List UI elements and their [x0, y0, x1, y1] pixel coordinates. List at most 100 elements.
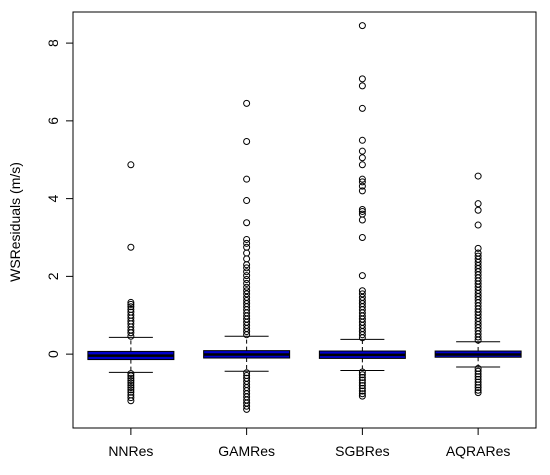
outlier-point: [243, 283, 251, 291]
x-tick-label: NNRes: [108, 443, 153, 459]
outlier-point: [243, 255, 251, 263]
outlier-point: [127, 394, 135, 402]
y-tick-label: 4: [45, 195, 61, 203]
outlier-point: [358, 290, 366, 298]
outlier-point: [358, 287, 366, 295]
outlier-point: [243, 293, 251, 301]
outlier-point: [358, 75, 366, 83]
outlier-point: [243, 264, 251, 272]
outlier-point: [127, 388, 135, 396]
outlier-point: [127, 300, 135, 308]
outlier-point: [358, 207, 366, 215]
outlier-point: [127, 374, 135, 382]
outlier-point: [127, 308, 135, 316]
outlier-point: [358, 178, 366, 186]
outlier-point: [358, 136, 366, 144]
outlier-point: [243, 290, 251, 298]
outlier-point: [358, 216, 366, 224]
outlier-point: [358, 368, 366, 376]
outlier-point: [243, 197, 251, 205]
outlier-point: [243, 249, 251, 257]
outlier-point: [127, 386, 135, 394]
outlier-point: [358, 104, 366, 112]
outlier-point: [127, 243, 135, 251]
outlier-point: [358, 371, 366, 379]
outlier-point: [243, 175, 251, 183]
outlier-point: [358, 390, 366, 398]
box-SGBRes: [318, 22, 406, 400]
y-tick-label: 6: [45, 117, 61, 125]
outlier-point: [474, 381, 482, 389]
outlier-point: [358, 22, 366, 30]
outlier-point: [243, 219, 251, 227]
outlier-point: [474, 389, 482, 397]
outlier-point: [474, 249, 482, 257]
outlier-point: [358, 206, 366, 214]
outlier-point: [474, 221, 482, 229]
outlier-point: [474, 252, 482, 260]
outlier-point: [474, 384, 482, 392]
y-tick-label: 0: [45, 350, 61, 358]
box-GAMRes: [203, 99, 291, 413]
outlier-point: [358, 379, 366, 387]
outlier-point: [243, 268, 251, 276]
x-tick-label: AQRARes: [446, 443, 511, 459]
outlier-point: [474, 370, 482, 378]
outlier-point: [474, 200, 482, 208]
outlier-point: [243, 235, 251, 243]
outlier-point: [358, 187, 366, 195]
x-axis: NNRes GAMRes SGBRes AQRARes: [108, 428, 510, 459]
outlier-point: [243, 287, 251, 295]
outlier-point: [127, 305, 135, 313]
outlier-point: [474, 367, 482, 375]
outlier-point: [358, 175, 366, 183]
outlier-point: [358, 210, 366, 218]
outlier-point: [127, 372, 135, 380]
outlier-point: [358, 376, 366, 384]
outlier-point: [127, 397, 135, 405]
outlier-point: [474, 375, 482, 383]
outlier-point: [243, 239, 251, 247]
plot-layer: [72, 11, 537, 429]
outlier-point: [474, 378, 482, 386]
outlier-point: [243, 369, 251, 377]
outlier-point: [127, 370, 135, 378]
outlier-point: [243, 402, 251, 410]
outlier-point: [474, 244, 482, 252]
outlier-point: [474, 206, 482, 214]
outlier-point: [358, 182, 366, 190]
outlier-point: [358, 293, 366, 301]
outlier-point: [243, 279, 251, 287]
outlier-point: [243, 243, 251, 251]
outlier-point: [358, 233, 366, 241]
outlier-point: [243, 137, 251, 145]
outlier-point: [358, 387, 366, 395]
outlier-point: [243, 272, 251, 280]
plot-frame: [72, 11, 537, 429]
y-tick-label: 2: [45, 272, 61, 280]
outlier-point: [358, 82, 366, 90]
outlier-point: [358, 384, 366, 392]
outlier-point: [127, 303, 135, 311]
y-axis-title: WSResiduals (m/s): [7, 162, 23, 282]
outlier-point: [358, 147, 366, 155]
outlier-point: [243, 99, 251, 107]
outlier-point: [243, 296, 251, 304]
x-tick-label: GAMRes: [218, 443, 275, 459]
x-tick-label: SGBRes: [335, 443, 389, 459]
outlier-point: [358, 272, 366, 280]
outlier-point: [474, 172, 482, 180]
outlier-point: [474, 365, 482, 373]
outlier-point: [358, 154, 366, 162]
outlier-point: [474, 373, 482, 381]
box-AQRARes: [434, 172, 522, 397]
outlier-point: [358, 373, 366, 381]
outlier-point: [358, 382, 366, 390]
outlier-point: [358, 392, 366, 400]
outlier-point: [127, 298, 135, 306]
outlier-point: [127, 381, 135, 389]
y-axis: 0 2 4 6 8: [45, 39, 73, 358]
outlier-point: [243, 405, 251, 413]
box-NNRes: [87, 161, 175, 405]
